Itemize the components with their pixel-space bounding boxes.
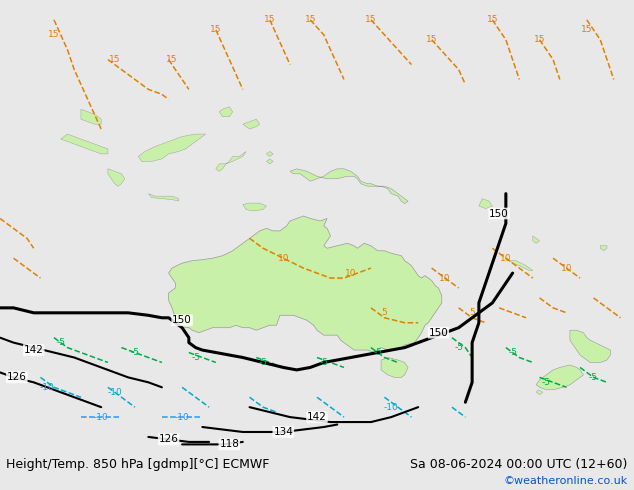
Text: 150: 150 [429, 328, 448, 338]
Polygon shape [290, 169, 408, 203]
Text: 15: 15 [48, 30, 60, 39]
Text: 5: 5 [469, 308, 475, 318]
Text: 10: 10 [439, 273, 451, 283]
Polygon shape [108, 169, 125, 186]
Polygon shape [509, 261, 533, 270]
Polygon shape [570, 330, 611, 363]
Polygon shape [169, 216, 442, 352]
Text: -5: -5 [56, 338, 65, 347]
Text: -10: -10 [40, 383, 55, 392]
Polygon shape [536, 390, 543, 395]
Text: 126: 126 [7, 372, 27, 382]
Polygon shape [536, 365, 583, 390]
Text: 150: 150 [172, 315, 192, 325]
Text: 15: 15 [109, 55, 120, 64]
Text: 134: 134 [273, 427, 293, 437]
Text: 118: 118 [219, 440, 239, 449]
Text: -5: -5 [508, 348, 517, 357]
Polygon shape [496, 211, 503, 216]
Text: 10: 10 [345, 269, 356, 278]
Text: -10: -10 [94, 413, 108, 421]
Text: -10: -10 [384, 403, 399, 412]
Polygon shape [243, 119, 260, 129]
Text: -10: -10 [175, 413, 190, 421]
Text: -5: -5 [131, 348, 139, 357]
Polygon shape [81, 109, 101, 124]
Text: -5: -5 [589, 373, 598, 382]
Text: -5: -5 [542, 378, 551, 387]
Polygon shape [148, 194, 179, 201]
Text: Height/Temp. 850 hPa [gdmp][°C] ECMWF: Height/Temp. 850 hPa [gdmp][°C] ECMWF [6, 458, 269, 471]
Text: 15: 15 [264, 15, 276, 24]
Polygon shape [381, 358, 408, 377]
Text: -10: -10 [107, 388, 122, 397]
Text: 10: 10 [278, 254, 289, 263]
Text: 15: 15 [365, 15, 377, 24]
Polygon shape [243, 203, 266, 211]
Text: -5: -5 [454, 343, 463, 352]
Text: 15: 15 [210, 25, 221, 34]
Text: 142: 142 [24, 345, 44, 355]
Polygon shape [533, 236, 540, 244]
Text: 15: 15 [581, 25, 593, 34]
Text: -5: -5 [373, 348, 382, 357]
Text: Sa 08-06-2024 00:00 UTC (12+60): Sa 08-06-2024 00:00 UTC (12+60) [410, 458, 628, 471]
Text: 10: 10 [561, 264, 573, 272]
Polygon shape [61, 134, 108, 154]
Text: ©weatheronline.co.uk: ©weatheronline.co.uk [503, 476, 628, 486]
Polygon shape [479, 198, 493, 209]
Text: -5: -5 [259, 358, 268, 367]
Text: 15: 15 [426, 35, 437, 44]
Text: 15: 15 [304, 15, 316, 24]
Text: 5: 5 [382, 308, 387, 318]
Text: 15: 15 [534, 35, 545, 44]
Polygon shape [600, 246, 607, 251]
Text: -5: -5 [191, 353, 200, 362]
Text: 150: 150 [489, 209, 509, 219]
Text: -5: -5 [320, 358, 328, 367]
Text: 15: 15 [166, 55, 178, 64]
Text: 142: 142 [307, 412, 327, 422]
Polygon shape [138, 134, 205, 161]
Text: 15: 15 [487, 15, 498, 24]
Polygon shape [266, 151, 273, 156]
Polygon shape [219, 107, 233, 117]
Polygon shape [266, 159, 273, 164]
Text: 10: 10 [500, 254, 512, 263]
Text: 126: 126 [158, 435, 179, 444]
Polygon shape [216, 151, 246, 172]
